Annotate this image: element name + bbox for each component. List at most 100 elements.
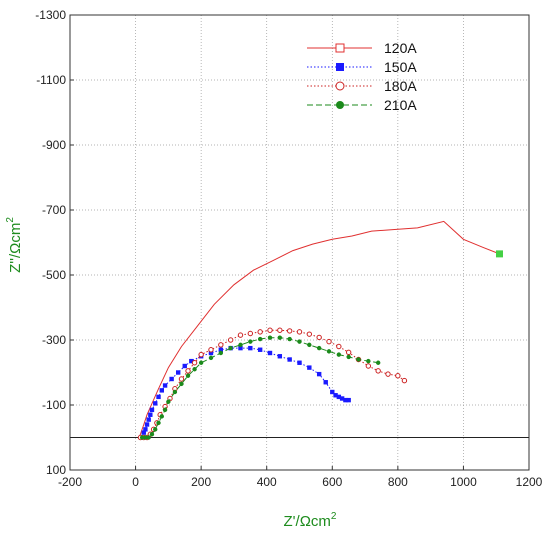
y-tick-label: -300 <box>42 333 66 347</box>
data-point <box>326 349 332 354</box>
grid-layer <box>69 14 530 471</box>
series-line <box>140 329 405 438</box>
data-point <box>144 422 150 427</box>
data-point <box>149 432 155 437</box>
data-point <box>257 336 263 342</box>
data-point <box>333 393 338 398</box>
series-layer <box>137 220 503 441</box>
data-point <box>149 407 155 413</box>
data-point <box>189 358 194 364</box>
series-120A <box>138 220 503 438</box>
data-point <box>178 376 185 382</box>
data-point <box>345 349 352 356</box>
data-point <box>182 363 187 369</box>
data-point <box>257 347 263 352</box>
series-line <box>142 337 379 438</box>
legend-marker-210A <box>336 101 344 109</box>
data-point <box>191 360 198 366</box>
x-tick-label: 1000 <box>450 475 477 489</box>
series-180A <box>137 327 408 441</box>
data-point <box>185 373 191 378</box>
data-point <box>346 354 351 360</box>
data-point <box>208 350 214 356</box>
legend-label-180A: 180A <box>384 78 417 94</box>
data-point <box>286 328 293 334</box>
series-line <box>138 220 500 438</box>
data-point <box>227 337 234 343</box>
data-point <box>287 336 292 342</box>
data-point <box>228 345 233 351</box>
data-point <box>179 381 184 387</box>
data-point <box>316 334 322 341</box>
data-point <box>185 368 191 374</box>
data-point <box>159 388 164 393</box>
data-point <box>156 420 161 426</box>
data-point <box>365 363 372 369</box>
data-point <box>248 339 253 344</box>
y-tick-label: -1300 <box>35 8 66 22</box>
y-tick-label: -500 <box>42 268 66 282</box>
data-point <box>156 394 161 400</box>
data-point <box>218 350 224 356</box>
data-point <box>306 331 313 337</box>
data-point <box>175 370 181 375</box>
data-point <box>139 435 145 440</box>
data-point <box>237 332 244 338</box>
data-point <box>277 327 283 333</box>
data-point <box>323 380 328 385</box>
legend-marker-180A <box>335 81 345 91</box>
legend-label-120A: 120A <box>384 40 417 56</box>
data-point <box>307 342 312 348</box>
data-point <box>208 355 214 361</box>
data-point <box>143 427 148 432</box>
x-tick-label: 200 <box>191 475 211 489</box>
data-point <box>166 399 171 404</box>
data-point <box>238 342 243 348</box>
x-tick-label: 0 <box>132 475 139 489</box>
data-point <box>316 345 322 351</box>
data-point <box>153 427 158 432</box>
data-point <box>198 351 204 358</box>
x-tick-label: 800 <box>388 475 408 489</box>
tick-labels-layer: -200 0 200 400 600 800 1000 1200 -1300 -1100 -900 -… <box>35 8 542 489</box>
series-150A <box>139 345 351 440</box>
data-point <box>366 358 371 364</box>
plot-border <box>69 14 530 471</box>
data-point <box>316 371 322 377</box>
data-point <box>307 365 312 370</box>
data-point <box>385 371 391 377</box>
data-point <box>296 329 303 335</box>
data-point <box>218 342 224 348</box>
data-point <box>159 414 164 419</box>
data-point <box>395 373 401 379</box>
legend-marker-150A <box>336 63 344 71</box>
data-point <box>141 430 146 435</box>
x-tick-label: -200 <box>58 475 82 489</box>
data-point <box>218 347 224 352</box>
legend-label-210A: 210A <box>384 97 417 113</box>
legend: 120A 150A 180A 210A <box>307 40 417 113</box>
data-point <box>162 383 168 388</box>
data-point <box>146 435 151 440</box>
data-point <box>257 329 263 335</box>
y-tick-label: -1100 <box>36 73 66 87</box>
data-point <box>336 394 342 400</box>
data-point <box>336 343 342 350</box>
plot-frame <box>69 14 530 471</box>
data-point <box>297 339 302 344</box>
data-point <box>146 417 151 422</box>
data-point <box>297 360 302 365</box>
data-point <box>169 376 174 382</box>
data-point <box>287 357 292 362</box>
legend-label-150A: 150A <box>384 59 417 75</box>
data-point <box>162 407 168 413</box>
data-point <box>330 389 335 395</box>
data-point <box>375 360 381 365</box>
y-tick-label: -900 <box>42 138 66 152</box>
data-point <box>248 345 253 351</box>
data-point <box>356 357 361 362</box>
data-point <box>172 389 178 395</box>
x-axis-title: Z'/Ωcm2 <box>284 511 337 530</box>
